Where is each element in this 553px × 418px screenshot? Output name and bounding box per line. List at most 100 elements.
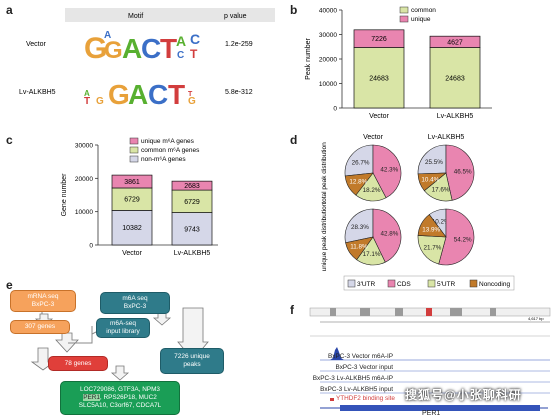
gene-chart-data-label: 3861	[124, 179, 140, 186]
gene-chart-bar-segment	[171, 212, 213, 246]
pie-slice	[344, 172, 374, 196]
peak-chart-data-label: 24683	[369, 75, 389, 82]
motif-header-bar	[65, 8, 275, 22]
pie-slice	[344, 208, 374, 244]
binding-site-mark	[330, 398, 334, 401]
genome-browser-panel: 4,617 bp BxPC-3 Vector m6A-IP BxPC-3 Vec…	[300, 300, 553, 418]
pie-slice-label: 46.5%	[454, 169, 472, 176]
motif-header-motif: Motif	[128, 13, 143, 20]
pie-slice-label: 10.2%	[432, 219, 450, 226]
pie-slice-label: 17.6%	[432, 186, 450, 193]
pie-legend-swatch	[469, 279, 478, 288]
m6a-input-label: m6A-seq input library	[106, 320, 140, 335]
svg-text:C: C	[190, 31, 200, 47]
pie-slice-label: 26.7%	[352, 159, 370, 166]
unique-peaks-box: 7226 unique peaks	[160, 348, 224, 374]
svg-text:T: T	[160, 33, 177, 64]
svg-text:G: G	[104, 37, 123, 64]
svg-text:A: A	[128, 79, 148, 110]
final-genes-line-3: SLC5A10, C3orf67, CDCA7L	[78, 402, 162, 409]
unique-peaks-label: 7226 unique peaks	[174, 353, 210, 368]
m6a-input-box: m6A-seq input library	[96, 318, 150, 338]
panel-letter-b: b	[290, 3, 298, 17]
gene-chart-y-tick-label: 30000	[75, 143, 93, 150]
pie-slice-label: 42.8%	[380, 231, 398, 238]
pie-legend-swatch	[347, 279, 356, 288]
svg-text:T: T	[84, 96, 90, 107]
sequence-logo-vector: G G A A C T A C C T	[84, 30, 200, 65]
panel-letter-e: e	[6, 278, 13, 292]
gene-chart-data-label: 10382	[122, 225, 142, 232]
pie-slice	[345, 236, 374, 261]
pie-slice-label: 13.9%	[422, 227, 440, 234]
gene-chart-legend-swatch	[129, 155, 139, 163]
gene-model-exon	[340, 405, 540, 411]
peak-number-bar-chart: 0 10000 20000 30000 40000 Peak number 24683 722…	[305, 6, 492, 120]
svg-text:G: G	[84, 32, 107, 65]
gene-name-label: PER1	[422, 410, 441, 417]
peak-chart-legend-label: common	[411, 7, 436, 14]
panel-letter-a: a	[6, 3, 13, 17]
svg-text:G: G	[108, 79, 130, 110]
pie-slice	[417, 214, 447, 238]
pie-slice	[372, 208, 402, 263]
pie-slice-label: 18.2%	[363, 187, 381, 194]
sequence-logo-alkbh5: T A G G A C T G T	[84, 79, 196, 110]
final-genes-line-2: PER1, RPS26P18, MUC2	[61, 394, 179, 402]
peak-chart-y-tick-label: 30000	[319, 32, 337, 39]
pie-legend-label: 5'UTR	[437, 281, 456, 288]
genes-78-box: 78 genes	[48, 356, 108, 371]
peak-chart-y-tick-label: 0	[333, 106, 337, 113]
pie-slice-label: 28.3%	[351, 224, 369, 231]
gene-number-bar-chart: 0 10000 20000 30000 Gene number 10382 6729 3861…	[61, 137, 218, 257]
panel-letter-f: f	[290, 303, 294, 317]
pie-legend-label: CDS	[397, 281, 411, 288]
svg-text:C: C	[141, 33, 161, 64]
peak-chart-y-tick-label: 40000	[319, 8, 337, 15]
svg-text:G: G	[96, 96, 104, 107]
pie-slice-label: 12.8%	[349, 179, 367, 186]
pie-slice-label: 42.3%	[380, 166, 398, 173]
svg-text:G: G	[188, 96, 196, 107]
gene-chart-bar-segment	[171, 180, 213, 191]
svg-text:C: C	[177, 50, 184, 61]
peak-chart-data-label: 7226	[371, 36, 387, 43]
peak-chart-legend-label: unique	[411, 16, 431, 23]
pie-legend-label: 3'UTR	[357, 281, 376, 288]
peak-chart-category-label: Lv-ALKBH5	[437, 113, 474, 120]
pie-slice-label: 11.8%	[350, 244, 368, 251]
svg-text:A: A	[104, 30, 111, 41]
peak-chart-y-tick-label: 20000	[319, 57, 337, 64]
gene-chart-data-label: 6729	[184, 199, 200, 206]
peak-chart-data-label: 24683	[445, 75, 465, 82]
pie-column-label: Lv-ALKBH5	[428, 134, 465, 141]
genes-307-box: 307 genes	[10, 320, 70, 334]
svg-text:T: T	[168, 79, 185, 110]
svg-text:T: T	[188, 91, 193, 98]
peak-chart-bar-segment	[353, 29, 405, 48]
panel-letter-d: d	[290, 133, 298, 147]
peak-chart-bar-segment	[429, 35, 481, 48]
m6a-seq-box: m6A seq BxPC-3	[100, 292, 170, 314]
pie-row-label: total peak distribution	[321, 142, 328, 204]
gene-chart-bar-segment	[111, 174, 153, 189]
pie-slice	[438, 208, 475, 266]
peak-chart-legend-swatch	[399, 6, 409, 14]
ideogram-centromere	[426, 308, 432, 316]
pie-legend-label: Noncoding	[479, 281, 510, 288]
workflow-diagram: mRNA seq BxPC-3 m6A seq BxPC-3 307 genes…	[0, 280, 290, 418]
pie-legend-swatch	[427, 279, 436, 288]
motif-row-pvalue-vector: 1.2e-259	[225, 41, 253, 48]
pie-slice-label: 17.1%	[363, 251, 381, 258]
pie-slice	[372, 144, 402, 199]
gene-chart-data-label: 6729	[124, 197, 140, 204]
svg-text:A: A	[176, 33, 186, 49]
peak-chart-bar-segment	[429, 47, 481, 109]
track-label-alkbh5-input: BxPC-3 Lv-ALKBH5 input	[320, 386, 393, 393]
pie-legend-swatch	[387, 279, 396, 288]
svg-text:A: A	[84, 89, 90, 98]
motif-row-pvalue-alkbh5: 5.8e-312	[225, 89, 253, 96]
watermark: 搜狐号@小张聊科研	[405, 388, 522, 402]
pie-slice-label: 25.5%	[425, 159, 443, 166]
svg-text:A: A	[122, 33, 142, 64]
